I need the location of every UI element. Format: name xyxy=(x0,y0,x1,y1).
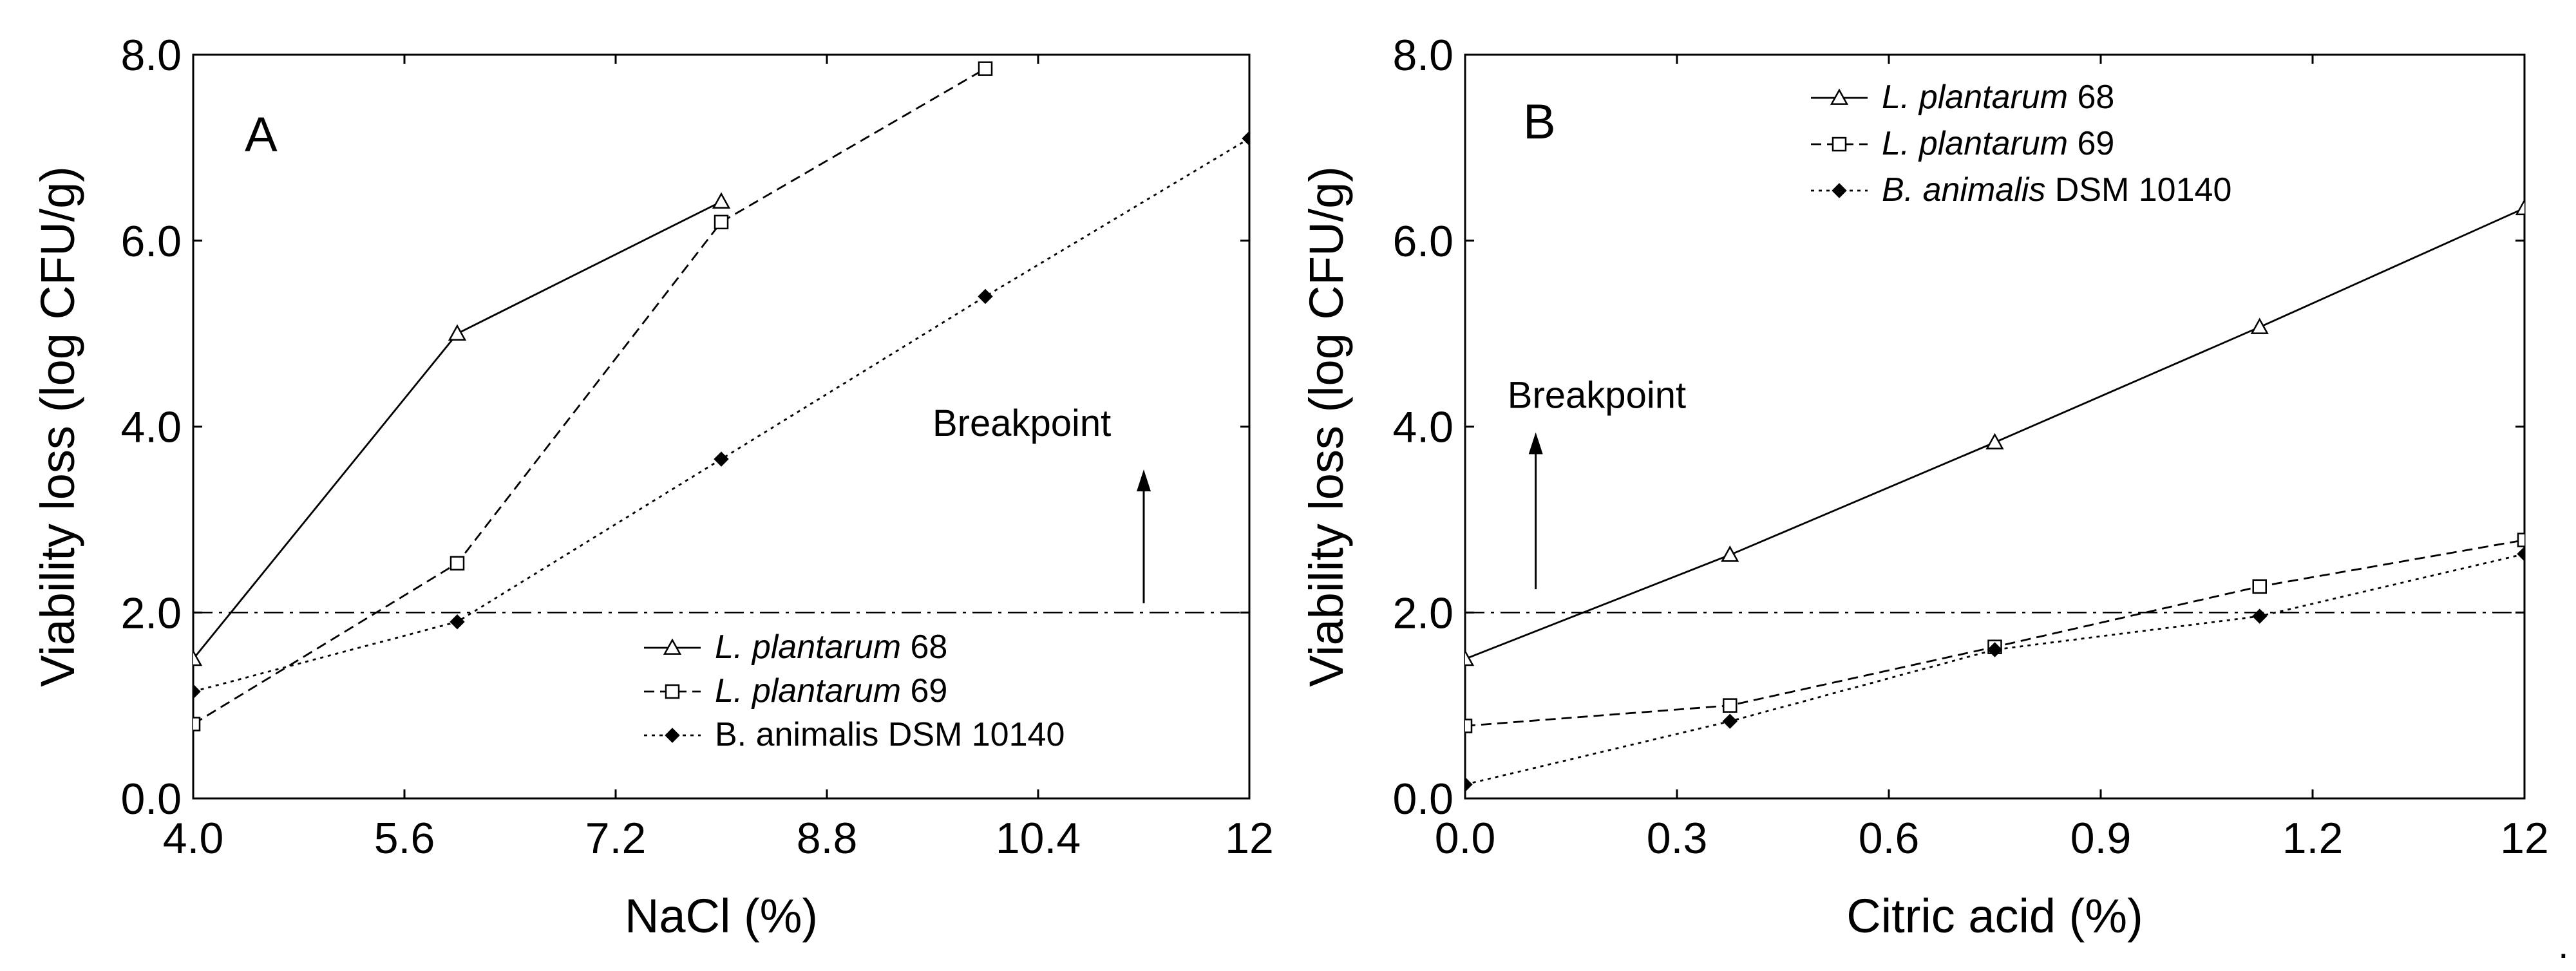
breakpoint-label: Breakpoint xyxy=(933,402,1111,444)
panel-b-chart: 0.0 0.3 0.6 0.9 1.2 12 0.0 2.0 4.0 6.0 8.0 Citric a… xyxy=(1300,31,2549,943)
x-tick-label: 5.6 xyxy=(374,814,435,863)
x-tick-label: 12 xyxy=(1225,814,1274,863)
y-tick-label: 2.0 xyxy=(120,589,182,637)
legend-label: L. plantarum 68 xyxy=(1882,79,2114,116)
y-tick-label: 6.0 xyxy=(120,217,182,266)
legend-label-name: B. animalis DSM 10140 xyxy=(715,716,1065,753)
legend: L. plantarum 68L. plantarum 69B. animali… xyxy=(644,628,1065,753)
legend-label-name: 68 xyxy=(2078,79,2115,116)
legend-label-italic: L. plantarum xyxy=(1882,79,2068,116)
legend-label: L. plantarum 69 xyxy=(1882,125,2114,162)
data-point-1 xyxy=(450,556,465,570)
legend-label-name: 69 xyxy=(2078,125,2115,162)
legend-marker xyxy=(1830,88,1849,105)
data-point-0 xyxy=(193,649,203,666)
data-point-0 xyxy=(1721,545,1739,562)
y-tick-label: 6.0 xyxy=(1392,217,1454,266)
data-point-0 xyxy=(2250,317,2269,334)
data-point-1 xyxy=(714,214,729,230)
legend-label: B. animalis DSM 10140 xyxy=(715,716,1065,753)
data-point-1 xyxy=(2252,579,2267,594)
data-point-2 xyxy=(1465,777,1473,793)
legend: L. plantarum 68L. plantarum 69B. animali… xyxy=(1811,79,2231,209)
data-point-2 xyxy=(193,684,201,699)
plot-frame xyxy=(1464,53,2526,800)
y-tick-label: 0.0 xyxy=(120,775,182,824)
legend-label-italic: B. animalis xyxy=(1882,171,2045,209)
series-line-1 xyxy=(193,68,986,725)
x-tick-label: 0.6 xyxy=(1859,814,1920,863)
data-point-0 xyxy=(2515,198,2524,216)
data-point-1 xyxy=(1465,719,1473,733)
series-layer xyxy=(1465,198,2524,793)
legend-label-name: DSM 10140 xyxy=(2055,171,2232,209)
legend-marker xyxy=(665,728,680,743)
x-tick-label: 10.4 xyxy=(996,814,1081,863)
legend-label: L. plantarum 69 xyxy=(715,672,947,710)
data-point-0 xyxy=(1985,433,2004,449)
data-point-1 xyxy=(1723,698,1738,713)
y-tick-label: 4.0 xyxy=(120,403,182,452)
data-point-2 xyxy=(1242,131,1249,146)
legend-label-italic: L. plantarum xyxy=(715,672,901,710)
data-point-2 xyxy=(450,614,465,630)
legend-label-name: 68 xyxy=(911,628,948,666)
series-line-1 xyxy=(1465,539,2524,727)
breakpoint-arrow-head xyxy=(1137,469,1151,492)
data-point-2 xyxy=(978,288,993,305)
x-tick-label: 12 xyxy=(2500,814,2549,863)
x-tick-label: 1.2 xyxy=(2282,814,2344,863)
x-tick-label: 7.2 xyxy=(585,814,647,863)
x-axis-title: Citric acid (%) xyxy=(1846,889,2143,943)
legend-label: L. plantarum 68 xyxy=(715,628,947,666)
y-axis-title: Viability loss (log CFU/g) xyxy=(1300,166,1353,687)
data-point-2 xyxy=(2517,546,2524,562)
breakpoint-label: Breakpoint xyxy=(1508,375,1686,417)
data-point-2 xyxy=(714,451,729,467)
data-point-1 xyxy=(2517,533,2524,547)
x-tick-label: 8.8 xyxy=(797,814,858,863)
y-tick-label: 0.0 xyxy=(1392,775,1454,824)
legend-label-name: 69 xyxy=(911,672,948,710)
y-tick-label: 8.0 xyxy=(120,31,182,80)
data-point-2 xyxy=(1722,713,1738,729)
data-point-2 xyxy=(1987,642,2003,657)
y-tick-label: 4.0 xyxy=(1392,403,1454,452)
panel-letter: A xyxy=(245,108,278,162)
series-line-0 xyxy=(193,200,722,660)
data-point-0 xyxy=(1465,649,1475,666)
data-point-1 xyxy=(193,717,201,731)
data-point-1 xyxy=(978,61,993,76)
data-point-0 xyxy=(712,192,731,209)
y-tick-label: 8.0 xyxy=(1392,31,1454,80)
legend-label-italic: L. plantarum xyxy=(1882,125,2068,162)
legend-marker xyxy=(663,638,682,655)
series-line-2 xyxy=(1465,552,2524,786)
y-tick-label: 2.0 xyxy=(1392,589,1454,637)
legend-marker xyxy=(665,684,680,699)
legend-marker xyxy=(1832,137,1847,152)
x-tick-label: 0.3 xyxy=(1647,814,1708,863)
legend-label-italic: L. plantarum xyxy=(715,628,901,666)
legend-marker xyxy=(1832,183,1847,198)
panel-a-chart: 4.0 5.6 7.2 8.8 10.4 12 0.0 2.0 4.0 6.0 8.0 NaCl (%… xyxy=(31,31,1274,943)
x-tick-label: 0.9 xyxy=(2070,814,2132,863)
breakpoint-arrow-head xyxy=(1528,432,1543,455)
series-layer xyxy=(193,61,1249,731)
legend-label: B. animalis DSM 10140 xyxy=(1882,171,2231,209)
x-tick-label: 4.0 xyxy=(163,814,224,863)
data-point-2 xyxy=(2252,608,2268,624)
panel-letter: B xyxy=(1523,95,1556,149)
data-point-0 xyxy=(448,324,467,341)
y-axis-title: Viability loss (log CFU/g) xyxy=(31,166,84,687)
x-tick-label: 0.0 xyxy=(1435,814,1496,863)
footer-mark: . xyxy=(2558,923,2569,966)
x-axis-title: NaCl (%) xyxy=(625,889,818,943)
